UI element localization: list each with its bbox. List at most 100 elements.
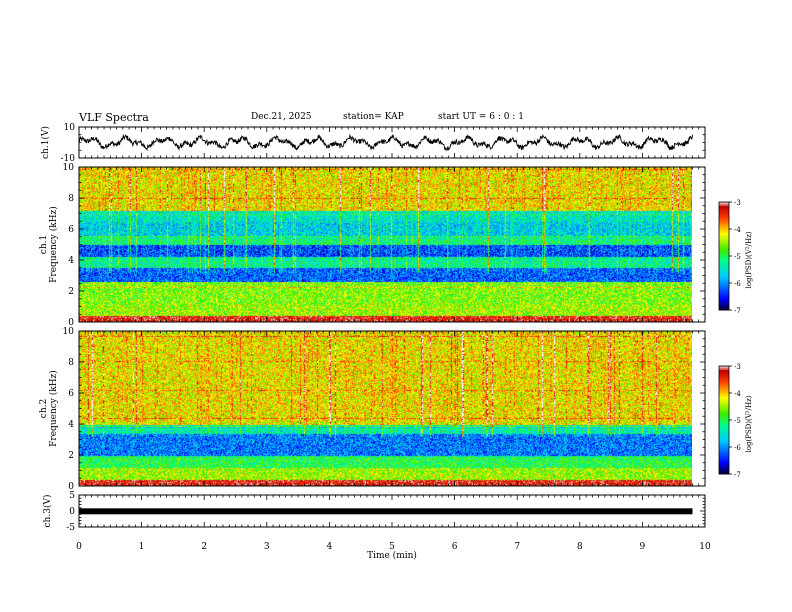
colorbar-segment bbox=[719, 430, 729, 434]
colorbar-segment bbox=[719, 409, 729, 412]
y-tick-label: 10 bbox=[63, 163, 75, 173]
colorbar-segment bbox=[719, 205, 729, 208]
colorbar-segment bbox=[719, 389, 729, 392]
colorbar-segment bbox=[719, 403, 729, 407]
colorbar-segment bbox=[719, 277, 729, 280]
colorbar-segment bbox=[719, 308, 729, 311]
colorbar-segment bbox=[719, 306, 729, 309]
colorbar-segment bbox=[719, 290, 729, 293]
colorbar-segment bbox=[719, 284, 729, 288]
colorbar-segment bbox=[719, 220, 729, 223]
colorbar-segment bbox=[719, 286, 729, 289]
colorbar-segment bbox=[719, 407, 729, 410]
colorbar-segment bbox=[719, 272, 729, 275]
colorbar-tick-label: -4 bbox=[734, 226, 741, 234]
spectrogram-ch2 bbox=[79, 331, 692, 486]
colorbar-segment bbox=[719, 418, 729, 421]
colorbar-segment bbox=[719, 463, 729, 466]
colorbar-segment bbox=[719, 421, 729, 425]
colorbar-label: log(PSD)(V²/Hz) bbox=[745, 231, 753, 288]
x-tick-label: 8 bbox=[577, 542, 583, 552]
colorbar-segment bbox=[719, 391, 729, 394]
colorbar-segment bbox=[719, 241, 729, 244]
y-tick-label: -5 bbox=[66, 523, 75, 533]
x-axis-label: Time (min) bbox=[367, 550, 417, 561]
y-tick-label: 0 bbox=[68, 482, 74, 492]
y-axis-label-channel: ch.1 bbox=[39, 235, 49, 254]
colorbar-segment bbox=[719, 223, 729, 226]
colorbar-segment bbox=[719, 384, 729, 387]
y-tick-label: 10 bbox=[64, 123, 76, 133]
colorbar-segment bbox=[719, 432, 729, 435]
y-axis-label-frequency: Frequency (kHz) bbox=[48, 370, 59, 447]
colorbar-tick-label: -4 bbox=[734, 390, 741, 398]
colorbar-segment bbox=[719, 405, 729, 408]
colorbar-segment bbox=[719, 423, 729, 426]
colorbar-segment bbox=[719, 299, 729, 302]
colorbar-segment bbox=[719, 427, 729, 430]
colorbar-segment bbox=[719, 396, 729, 399]
colorbar-segment bbox=[719, 270, 729, 273]
colorbar-segment bbox=[719, 394, 729, 398]
ch1-waveform-line bbox=[78, 133, 693, 152]
colorbar-segment bbox=[719, 425, 729, 428]
colorbar-segment bbox=[719, 254, 729, 257]
colorbar-segment bbox=[719, 221, 729, 225]
y-tick-label: 6 bbox=[68, 225, 74, 235]
colorbar-segment bbox=[719, 457, 729, 461]
colorbar-segment bbox=[719, 212, 729, 216]
colorbar-segment bbox=[719, 203, 729, 207]
colorbar-segment bbox=[719, 466, 729, 470]
colorbar-segment bbox=[719, 373, 729, 376]
colorbar-segment bbox=[719, 227, 729, 230]
y-tick-label: 4 bbox=[68, 420, 74, 430]
colorbar-segment bbox=[719, 248, 729, 252]
colorbar-segment bbox=[719, 238, 729, 241]
y-tick-label: 8 bbox=[68, 194, 74, 204]
y-tick-label: 2 bbox=[68, 451, 74, 461]
colorbar-segment bbox=[719, 450, 729, 453]
colorbar-segment bbox=[719, 465, 729, 468]
x-tick-label: 7 bbox=[514, 542, 520, 552]
colorbar-tick-label: -5 bbox=[734, 253, 741, 261]
y-axis-label-channel: ch.2 bbox=[39, 399, 49, 418]
station-label: station= KAP bbox=[343, 112, 404, 122]
colorbar-segment bbox=[719, 216, 729, 219]
colorbar-segment bbox=[719, 402, 729, 405]
colorbar-segment bbox=[719, 209, 729, 212]
colorbar-tick-label: -3 bbox=[734, 199, 741, 207]
colorbar-segment bbox=[719, 202, 729, 205]
colorbar-segment bbox=[719, 288, 729, 291]
colorbar-segment bbox=[719, 454, 729, 457]
colorbar-segment bbox=[719, 452, 729, 455]
colorbar-segment bbox=[719, 259, 729, 262]
x-tick-label: 1 bbox=[139, 542, 145, 552]
colorbar-segment bbox=[719, 274, 729, 277]
colorbar-segment bbox=[719, 393, 729, 396]
colorbar-segment bbox=[719, 378, 729, 381]
y-tick-label: 0 bbox=[69, 507, 75, 517]
colorbar-segment bbox=[719, 448, 729, 452]
colorbar-segment bbox=[719, 236, 729, 239]
date-label: Dec.21, 2025 bbox=[251, 112, 312, 122]
colorbar-segment bbox=[719, 225, 729, 228]
colorbar-segment bbox=[719, 369, 729, 372]
colorbar-segment bbox=[719, 385, 729, 389]
colorbar-segment bbox=[719, 218, 729, 221]
colorbar-segment bbox=[719, 281, 729, 284]
colorbar-segment bbox=[719, 400, 729, 403]
colorbar-segment bbox=[719, 293, 729, 297]
colorbar-tick-label: -7 bbox=[734, 471, 741, 479]
colorbar-segment bbox=[719, 261, 729, 264]
colorbar-segment bbox=[719, 265, 729, 268]
colorbar-segment bbox=[719, 275, 729, 279]
colorbar-segment bbox=[719, 414, 729, 417]
colorbar-segment bbox=[719, 411, 729, 414]
colorbar-label: log(PSD)(V²/Hz) bbox=[745, 395, 753, 452]
colorbar-segment bbox=[719, 387, 729, 390]
y-tick-label: 0 bbox=[68, 318, 74, 328]
y-tick-label: 10 bbox=[63, 327, 75, 337]
x-tick-label: 10 bbox=[699, 542, 711, 552]
colorbar-segment bbox=[719, 439, 729, 443]
